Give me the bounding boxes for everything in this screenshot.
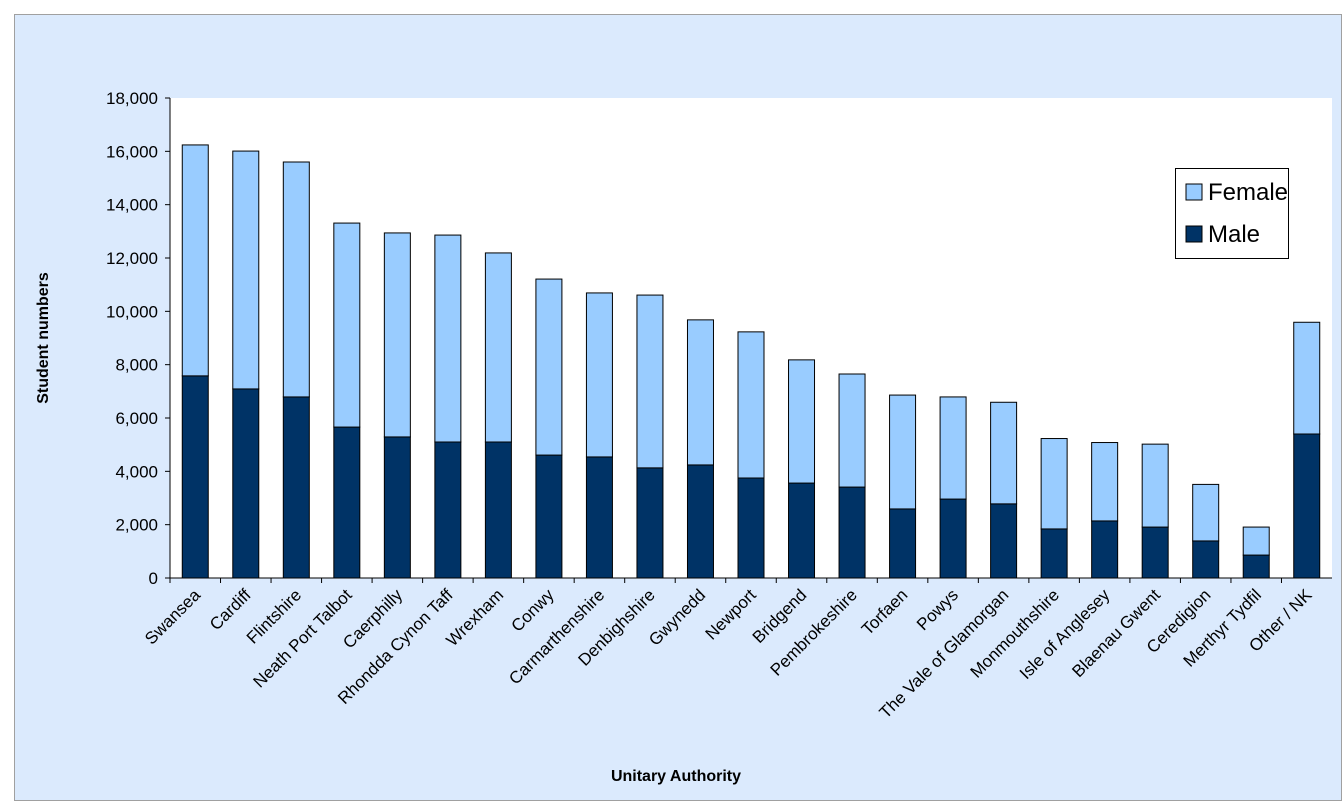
bar-segment bbox=[1293, 321, 1321, 435]
legend: Female Male bbox=[1175, 168, 1289, 259]
bar-segment bbox=[990, 401, 1018, 505]
bar-segment bbox=[889, 508, 917, 579]
y-tick-label: 12,000 bbox=[106, 249, 158, 268]
bar-segment bbox=[484, 441, 512, 579]
y-tick-label: 6,000 bbox=[115, 409, 158, 428]
bar-segment bbox=[838, 373, 866, 488]
y-tick-label: 14,000 bbox=[106, 196, 158, 215]
bar-segment bbox=[990, 503, 1018, 579]
bar-segment bbox=[788, 482, 816, 579]
bar-segment bbox=[838, 486, 866, 579]
bar-segment bbox=[636, 467, 664, 579]
bar-segment bbox=[686, 319, 714, 466]
y-tick-label: 0 bbox=[149, 569, 158, 588]
bar-segment bbox=[585, 456, 613, 579]
bar-segment bbox=[333, 222, 361, 428]
bar-segment bbox=[535, 278, 563, 456]
bar-segment bbox=[181, 375, 209, 579]
bar-segment bbox=[737, 331, 765, 479]
bar-segment bbox=[1192, 540, 1220, 579]
bar-segment bbox=[1141, 526, 1169, 579]
bar-segment bbox=[383, 232, 411, 438]
y-tick-label: 8,000 bbox=[115, 356, 158, 375]
y-tick-label: 4,000 bbox=[115, 462, 158, 481]
bar-segment bbox=[434, 234, 462, 443]
bar-segment bbox=[181, 144, 209, 377]
legend-swatch bbox=[1185, 225, 1203, 243]
bar-segment bbox=[232, 150, 260, 390]
bar-segment bbox=[1091, 442, 1119, 522]
bar-segment bbox=[1091, 520, 1119, 579]
bar-segment bbox=[434, 441, 462, 579]
x-axis-title: Unitary Authority bbox=[611, 768, 741, 785]
bar-segment bbox=[939, 498, 967, 579]
bar-segment bbox=[484, 252, 512, 443]
y-tick-label: 10,000 bbox=[106, 302, 158, 321]
bar-segment bbox=[333, 426, 361, 579]
bar-segment bbox=[232, 388, 260, 579]
bar-segment bbox=[1141, 443, 1169, 528]
bar-segment bbox=[585, 292, 613, 458]
bar-segment bbox=[788, 359, 816, 484]
bar-segment bbox=[282, 161, 310, 398]
bar-segment bbox=[1192, 483, 1220, 542]
bar-segment bbox=[686, 464, 714, 579]
legend-label: Female bbox=[1208, 179, 1288, 206]
bar-segment bbox=[535, 454, 563, 579]
bar-segment bbox=[1242, 526, 1270, 556]
bar-segment bbox=[1040, 438, 1068, 530]
legend-label: Male bbox=[1208, 221, 1260, 248]
y-tick-label: 18,000 bbox=[106, 89, 158, 108]
y-axis-title: Student numbers bbox=[35, 272, 52, 404]
bar-segment bbox=[282, 396, 310, 579]
bar-segment bbox=[1242, 554, 1270, 579]
bar-segment bbox=[1040, 528, 1068, 579]
y-tick-label: 16,000 bbox=[106, 142, 158, 161]
bar-segment bbox=[889, 394, 917, 510]
legend-swatch bbox=[1185, 183, 1203, 201]
bar-segment bbox=[383, 436, 411, 579]
bar-segment bbox=[636, 294, 664, 469]
bar-segment bbox=[1293, 433, 1321, 579]
bar-segment bbox=[737, 477, 765, 579]
y-tick-label: 2,000 bbox=[115, 516, 158, 535]
bar-segment bbox=[939, 396, 967, 500]
